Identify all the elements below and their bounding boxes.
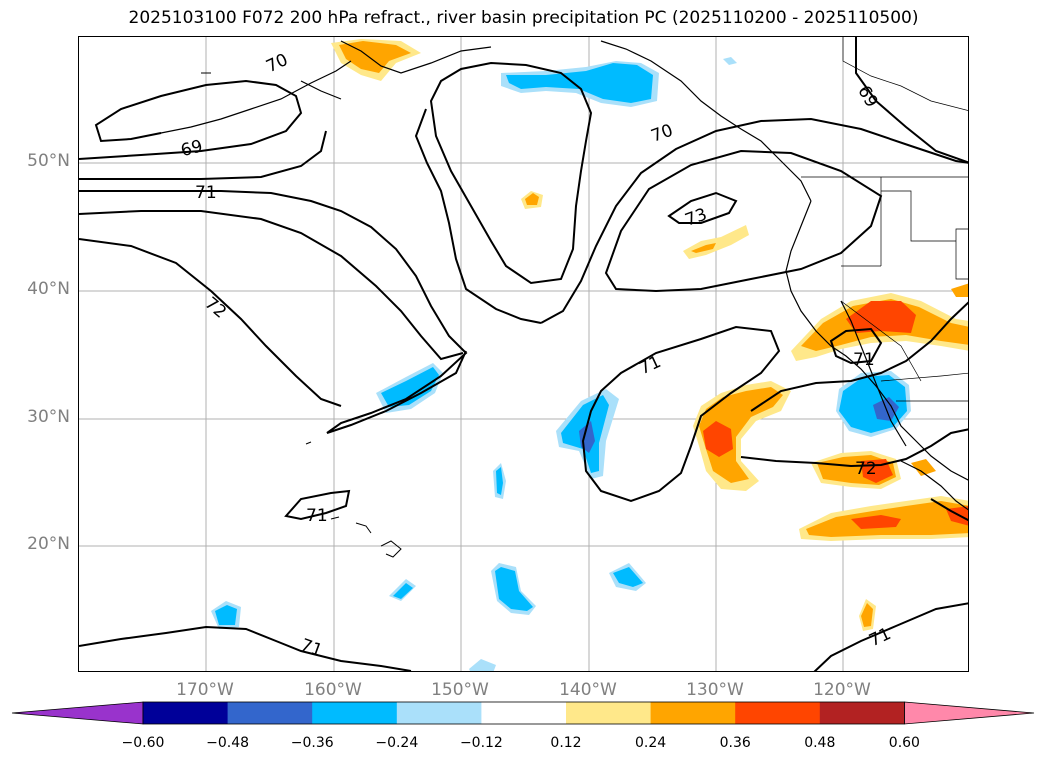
colorbar-tick-label: 0.12 [550, 735, 582, 751]
colorbar-tick-label: 0.60 [888, 735, 920, 751]
contour-label: 71 [636, 352, 664, 379]
islands [201, 72, 402, 558]
colorbar-cell [566, 702, 652, 724]
lon-label-160w: 160°W [304, 680, 362, 700]
contour-label: 73 [683, 205, 710, 231]
colorbar-outline [142, 701, 905, 725]
colorbar-cell [396, 702, 482, 724]
graticule [79, 37, 968, 671]
contour-label: 71 [298, 635, 325, 661]
colorbar-tick-label: −0.36 [290, 735, 334, 751]
borders [801, 37, 968, 402]
coastlines [100, 40, 968, 511]
contour-label: 70 [649, 121, 676, 147]
lon-label-140w: 140°W [559, 680, 617, 700]
colorbar-cell [312, 702, 398, 724]
colorbar [11, 701, 1035, 725]
map-title: 2025103100 F072 200 hPa refract., river … [128, 8, 919, 28]
lon-label-170w: 170°W [176, 680, 234, 700]
shaded-anomalies [211, 39, 968, 671]
colorbar-tick-label: 0.36 [719, 735, 751, 751]
lon-label-130w: 130°W [686, 680, 744, 700]
map-canvas: 70 69 71 72 70 73 69 71 71 71 72 71 71 [79, 37, 968, 671]
contour-label: 72 [201, 293, 230, 322]
colorbar-cell [143, 702, 229, 724]
colorbar-cell [227, 702, 313, 724]
lat-label-30n: 30°N [27, 407, 70, 427]
contour-label-group: 70 69 71 72 70 73 69 71 71 71 72 71 71 [179, 50, 894, 661]
colorbar-extend-low [11, 701, 144, 725]
contour-label: 71 [306, 506, 328, 526]
lat-label-20n: 20°N [27, 534, 70, 554]
colorbar-tick-label: −0.24 [375, 735, 419, 751]
lon-label-150w: 150°W [431, 680, 489, 700]
contour-label: 71 [853, 350, 875, 370]
refractivity-contours [79, 37, 968, 671]
colorbar-tick-label: −0.48 [206, 735, 250, 751]
contour-label: 69 [853, 82, 881, 111]
colorbar-cell [481, 702, 567, 724]
colorbar-tick-label: 0.24 [635, 735, 667, 751]
colorbar-cell [735, 702, 821, 724]
contour-label: 72 [855, 459, 877, 479]
contour-label: 69 [179, 136, 205, 161]
lon-label-120w: 120°W [813, 680, 871, 700]
colorbar-extend-high [904, 701, 1035, 725]
contour-label: 71 [195, 183, 217, 203]
colorbar-tick-label: 0.48 [804, 735, 836, 751]
lat-label-40n: 40°N [27, 279, 70, 299]
colorbar-tick-label: −0.60 [121, 735, 165, 751]
colorbar-tick-label: −0.12 [459, 735, 503, 751]
lat-label-50n: 50°N [27, 151, 70, 171]
map-area: 70 69 71 72 70 73 69 71 71 71 72 71 71 [78, 36, 969, 672]
contour-label: 70 [263, 50, 291, 77]
colorbar-cell [650, 702, 736, 724]
colorbar-cell [819, 702, 905, 724]
